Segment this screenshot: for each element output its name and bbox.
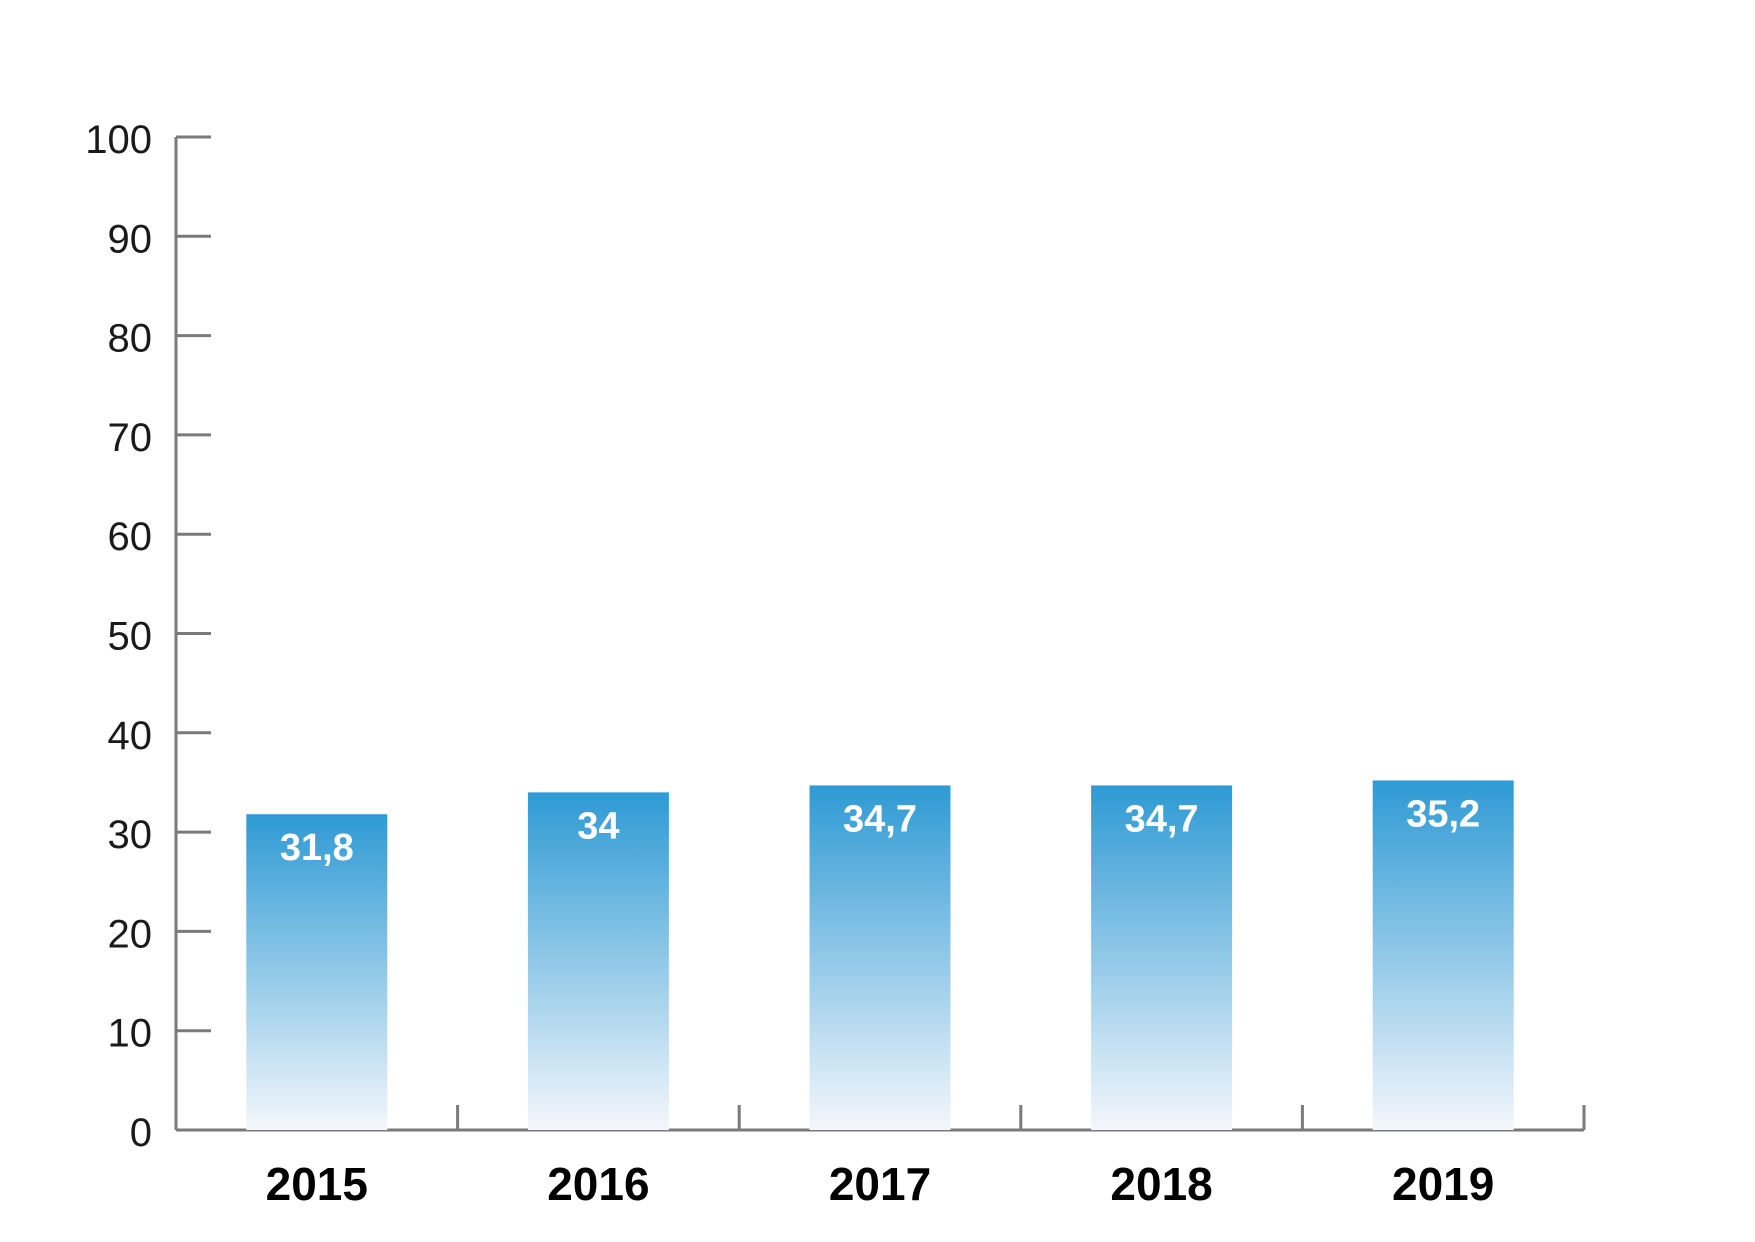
bar-2015 [246, 814, 388, 1130]
y-tick-label: 100 [85, 118, 152, 162]
y-axis: 0 10 20 30 40 50 60 70 80 90 100 [85, 118, 211, 1155]
data-label: 31,8 [280, 827, 354, 869]
x-tick-label: 2018 [1110, 1158, 1212, 1210]
bar-2016 [527, 792, 669, 1130]
x-tick-label: 2019 [1392, 1158, 1494, 1210]
bar-2018 [1091, 785, 1233, 1130]
y-tick-label: 10 [108, 1012, 153, 1056]
bar-2019 [1372, 780, 1514, 1130]
bars: 31,8 2015 34 2016 34,7 2017 34,7 2018 35,2 2019 [246, 780, 1514, 1210]
bar-2017 [809, 785, 951, 1130]
y-tick-label: 40 [108, 714, 153, 758]
data-label: 35,2 [1406, 793, 1480, 835]
x-tick-label: 2015 [266, 1158, 368, 1210]
data-label: 34,7 [843, 798, 917, 840]
y-tick-label: 90 [108, 217, 153, 261]
y-tick-label: 20 [108, 912, 153, 956]
x-tick-label: 2017 [829, 1158, 931, 1210]
y-tick-label: 70 [108, 416, 153, 460]
data-label: 34,7 [1125, 798, 1199, 840]
y-tick-label: 60 [108, 515, 153, 559]
x-tick-label: 2016 [547, 1158, 649, 1210]
data-label: 34 [577, 805, 619, 847]
y-tick-label: 30 [108, 813, 153, 857]
y-tick-label: 50 [108, 615, 153, 659]
y-tick-label: 80 [108, 317, 153, 361]
y-tick-label: 0 [130, 1111, 152, 1155]
